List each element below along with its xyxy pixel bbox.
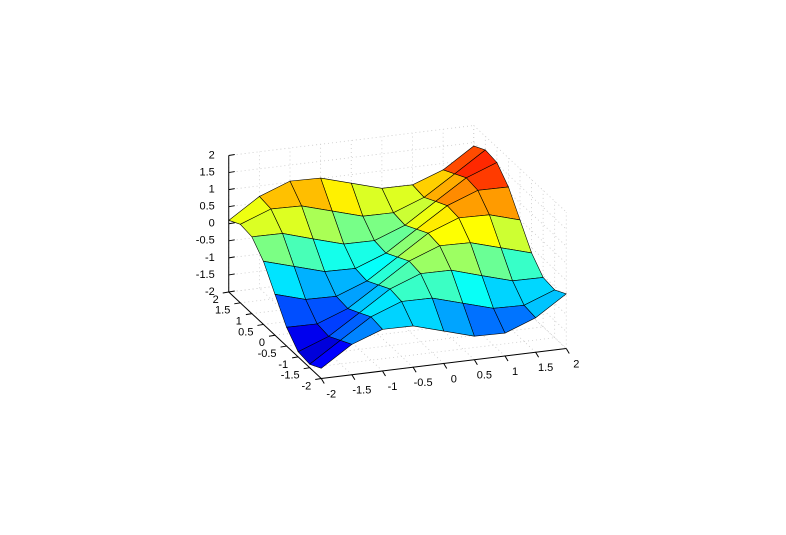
tick-mark [351,374,356,381]
tick-mark [228,171,235,174]
tick-mark [228,273,235,276]
y-tick-label: -1.5 [281,370,300,382]
tick-mark [320,378,325,384]
tick-mark [504,355,509,362]
tick-mark [228,290,235,293]
x-tick-label: 2 [573,358,579,370]
tick-mark [228,256,235,259]
x-tick-label: 0.5 [477,370,492,382]
tick-mark [222,291,229,294]
tick-mark [228,205,235,208]
x-tick-label: -2 [326,388,336,400]
z-tick-label: -0.5 [196,235,215,247]
tick-mark [303,367,310,370]
tick-mark [280,345,287,348]
axes [222,154,570,384]
tick-mark [292,356,299,359]
x-tick-label: -1.5 [352,385,371,397]
tick-mark [228,222,235,225]
tick-mark [228,154,235,156]
surface [228,145,567,369]
z-tick-label: -1 [205,252,215,264]
tick-mark [382,370,386,377]
tick-mark [234,302,241,305]
tick-mark [412,366,417,373]
z-tick-label: 0.5 [199,201,214,213]
y-tick-label: 0.5 [238,326,253,338]
y-tick-label: 1.5 [215,305,230,317]
y-tick-label: 2 [213,294,219,306]
z-tick-label: -2 [205,286,215,298]
y-tick-label: -0.5 [258,348,277,360]
x-tick-label: 1.5 [538,362,553,374]
surface-patch [309,340,353,369]
tick-mark [315,378,322,380]
y-tick-label: -1 [278,359,288,371]
tick-mark [473,359,478,366]
tick-labels: -2 -1.5 -1 -0.5 0 0.5 1 1.5 2-2-1.5-1-0.500.511.… [196,149,580,400]
tick-mark [228,239,235,242]
tick-mark [565,348,570,354]
z-tick-label: 2 [209,149,215,161]
z-tick-label: -1.5 [196,269,215,281]
tick-mark [535,351,540,358]
z-tick-label: 1.5 [199,166,214,178]
tick-mark [268,334,276,337]
x-tick-label: -0.5 [414,377,433,389]
z-tick-label: 1 [209,184,215,196]
x-tick-label: 1 [512,366,518,378]
x-tick-label: -1 [388,381,398,393]
x-tick-label: 0 [451,373,457,385]
y-tick-label: 0 [259,337,265,349]
tick-mark [228,188,235,191]
tick-mark [443,363,448,369]
y-tick-label: -2 [301,380,311,392]
z-tick-label: 0 [209,218,215,230]
tick-mark [245,313,252,316]
tick-mark [257,323,264,326]
y-tick-label: 1 [236,316,242,328]
